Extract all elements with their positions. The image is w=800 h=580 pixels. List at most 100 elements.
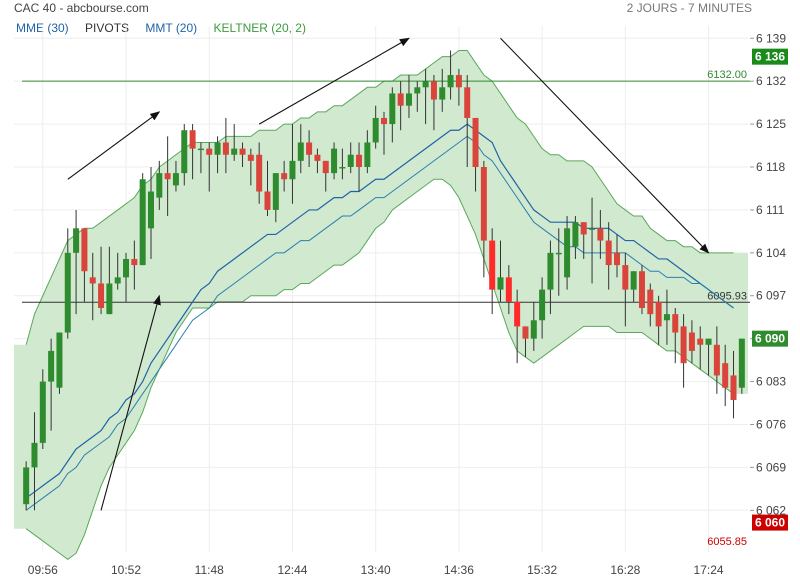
- candle: [297, 124, 304, 174]
- candle-body: [106, 283, 113, 315]
- x-tick-label: 16:28: [610, 563, 640, 577]
- candle-body: [655, 301, 662, 327]
- candle: [123, 252, 130, 302]
- candle: [580, 222, 587, 259]
- legend-keltner[interactable]: KELTNER (20, 2): [213, 21, 306, 35]
- candle-body: [331, 148, 338, 174]
- candle: [489, 228, 496, 315]
- candle-body: [247, 154, 254, 161]
- candle-body: [231, 148, 238, 155]
- candle: [738, 338, 745, 394]
- y-tick-label: 6 125: [756, 117, 786, 131]
- axes: 6 062 6 069 6 076 6 083 6 090 6 097 6 104 6 111…: [28, 31, 787, 577]
- candle: [605, 222, 612, 290]
- candle-body: [56, 332, 63, 388]
- candle: [614, 234, 621, 278]
- candle-body: [705, 338, 712, 345]
- candle-body: [31, 442, 38, 468]
- candle: [663, 289, 670, 345]
- candle-body: [347, 154, 354, 168]
- candle: [622, 252, 629, 327]
- candle-body: [297, 142, 304, 161]
- candle-body: [722, 363, 729, 388]
- x-tick-label: 13:40: [361, 563, 391, 577]
- candle: [306, 130, 313, 168]
- trend-arrow-up-2: [100, 294, 161, 511]
- high-badge: 6 136: [752, 48, 788, 65]
- legend-pivots[interactable]: PIVOTS: [85, 21, 130, 35]
- candle-body: [697, 338, 704, 345]
- x-tick-label: 17:24: [694, 563, 724, 577]
- mme-line: [25, 123, 734, 499]
- candle-body: [439, 87, 446, 100]
- pivot-label: 6095.93: [707, 290, 747, 302]
- y-tick-label: 6 062: [756, 503, 786, 517]
- candle-body: [713, 344, 720, 376]
- candle-body: [281, 173, 288, 180]
- candle-body: [197, 148, 204, 151]
- candle: [147, 167, 154, 259]
- candle: [206, 142, 213, 192]
- legend-mmt[interactable]: MMT (20): [145, 21, 198, 35]
- candle: [655, 295, 662, 345]
- candle-body: [89, 277, 96, 284]
- candle-body: [181, 130, 188, 174]
- candle-body: [123, 258, 130, 278]
- candle-body: [672, 314, 679, 333]
- candle: [722, 344, 729, 407]
- keltner-band: [14, 50, 748, 560]
- candle: [181, 124, 188, 186]
- y-tick-label: 6 069: [756, 460, 786, 474]
- candle-body: [464, 87, 471, 118]
- candle-body: [414, 87, 421, 94]
- candle: [64, 228, 71, 339]
- candle-body: [564, 228, 571, 278]
- candle-body: [688, 332, 695, 351]
- candle-body: [156, 173, 163, 198]
- candle-body: [222, 142, 229, 155]
- candle: [31, 412, 38, 511]
- candle-body: [189, 130, 196, 149]
- candle-body: [614, 252, 621, 266]
- candle: [530, 301, 537, 351]
- candle: [439, 68, 446, 112]
- y-tick-label: 6 076: [756, 417, 786, 431]
- trend-arrow-up-1: [67, 111, 161, 180]
- candle-body: [730, 375, 737, 400]
- keltner-fill: [14, 50, 748, 560]
- candle: [256, 142, 263, 204]
- candle-body: [372, 117, 379, 143]
- candle-body: [306, 142, 313, 155]
- candle-body: [289, 160, 296, 180]
- low-badge: 6 060: [752, 514, 788, 531]
- candle-body: [23, 467, 30, 505]
- chart-title: CAC 40 - abcbourse.com: [14, 1, 149, 15]
- candle-body: [272, 173, 279, 210]
- candle-body: [638, 271, 645, 309]
- resistance-label: 6132.00: [707, 69, 747, 81]
- candle-body: [147, 191, 154, 229]
- candle: [56, 332, 63, 394]
- candle: [139, 173, 146, 266]
- candle: [597, 209, 604, 259]
- candle: [564, 216, 571, 290]
- candle-body: [480, 167, 487, 241]
- candle-body: [314, 154, 321, 161]
- candle-body: [48, 350, 55, 382]
- candle: [197, 142, 204, 174]
- candle-body: [580, 222, 587, 235]
- candle-body: [64, 252, 71, 333]
- candle: [314, 148, 321, 174]
- candle-body: [356, 154, 363, 168]
- candle-body: [381, 117, 387, 125]
- candle: [372, 105, 379, 149]
- timeframe-label[interactable]: 2 JOURS - 7 MINUTES: [626, 1, 752, 15]
- current-badge: 6 090: [752, 330, 788, 347]
- candle: [73, 209, 80, 315]
- price-badges: 6 136 6 090 6 060: [752, 48, 788, 531]
- candle-body: [139, 179, 146, 266]
- trend-arrows: [67, 37, 710, 511]
- candle: [672, 308, 679, 364]
- candle: [39, 369, 46, 450]
